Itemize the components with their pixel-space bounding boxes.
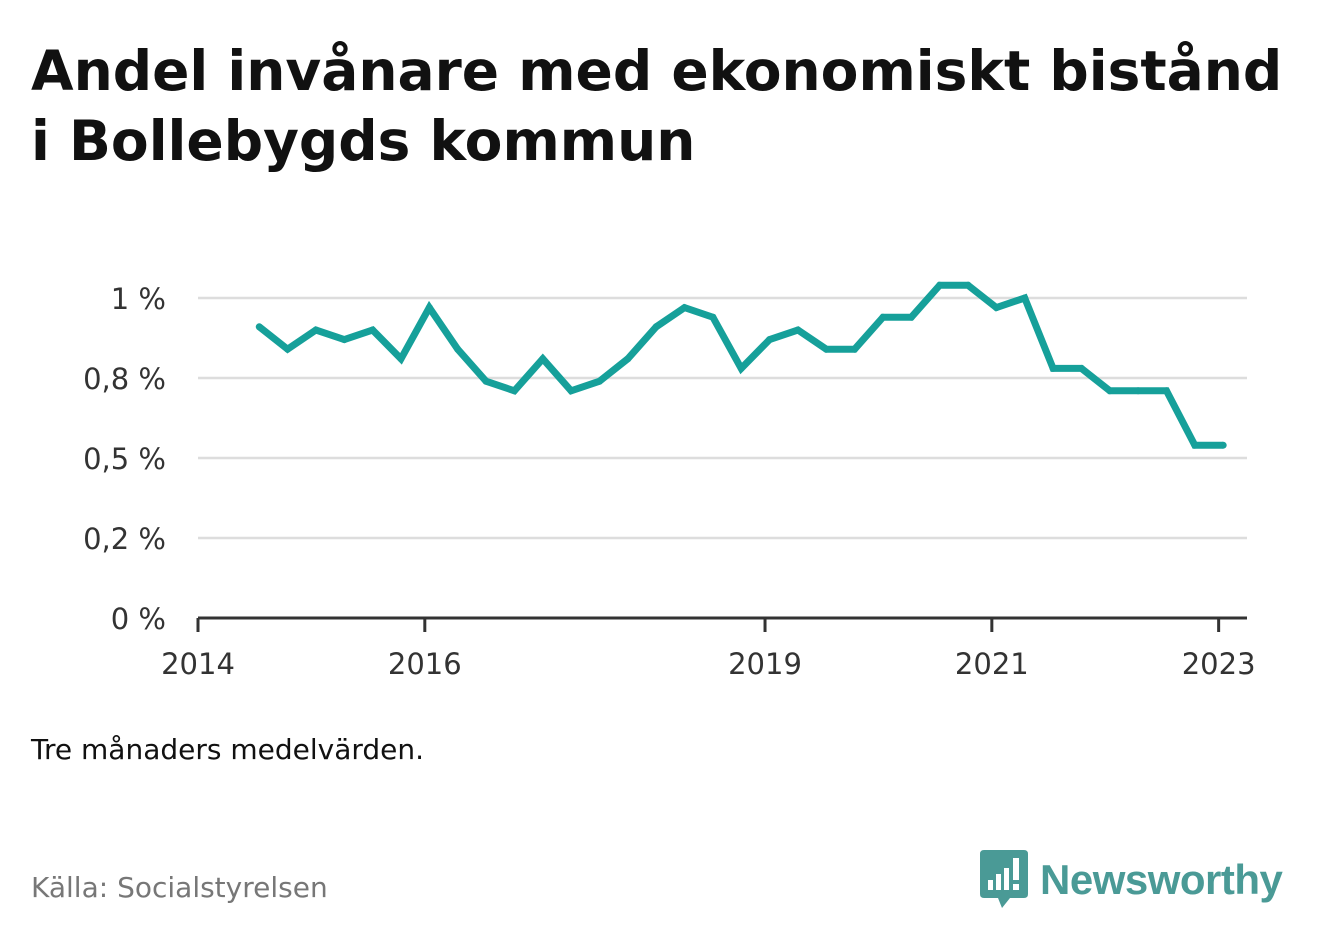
data-point [766,336,774,344]
data-point [709,313,717,321]
newsworthy-logo: Newsworthy [980,850,1283,910]
x-tick-label: 2023 [1182,647,1256,681]
data-point [567,387,575,395]
data-point [510,387,518,395]
data-point [1162,387,1170,395]
data-point [340,336,348,344]
data-point [992,304,1000,312]
data-point [681,304,689,312]
data-point [737,364,745,372]
data-point [964,281,972,289]
data-point [312,326,320,334]
data-point [482,377,490,385]
y-tick-label: 0,2 % [83,522,166,556]
data-point [794,326,802,334]
gridlines [198,296,1247,540]
data-point [1134,387,1142,395]
brand-name: Newsworthy [1040,856,1283,903]
y-tick-label: 0 % [111,602,166,636]
data-point [454,345,462,353]
data-point [1219,441,1227,449]
x-tick-label: 2016 [388,647,462,681]
y-tick-label: 1 % [111,282,166,316]
series-group [255,281,1227,449]
x-tick-label: 2021 [955,647,1029,681]
data-point [624,355,632,363]
data-point [822,345,830,353]
data-point [1191,441,1199,449]
data-point [1077,364,1085,372]
data-point [255,323,263,331]
x-tick-label: 2019 [728,647,802,681]
y-tick-label: 0,5 % [83,442,166,476]
data-point [851,345,859,353]
data-point [1106,387,1114,395]
x-axis: 2014 2016 2019 2021 2023 [161,616,1256,681]
data-point [397,355,405,363]
chart-title: Andel invånare med ekonomiskt bistånd i … [31,39,1283,173]
data-point [936,281,944,289]
data-point [1049,364,1057,372]
newsworthy-logo-icon [980,850,1028,908]
y-tick-label: 0,8 % [83,362,166,396]
data-point [539,355,547,363]
data-point [1021,294,1029,302]
data-point [369,326,377,334]
chart-note: Tre månaders medelvärden. [31,733,425,766]
source-credit: Källa: Socialstyrelsen [31,871,328,904]
data-point [879,313,887,321]
data-point [907,313,915,321]
data-point [425,304,433,312]
y-axis-tick-labels: 0 % 0,2 % 0,5 % 0,8 % 1 % [83,282,166,636]
data-point [652,323,660,331]
data-point [284,345,292,353]
x-tick-label: 2014 [161,647,235,681]
data-point [595,377,603,385]
